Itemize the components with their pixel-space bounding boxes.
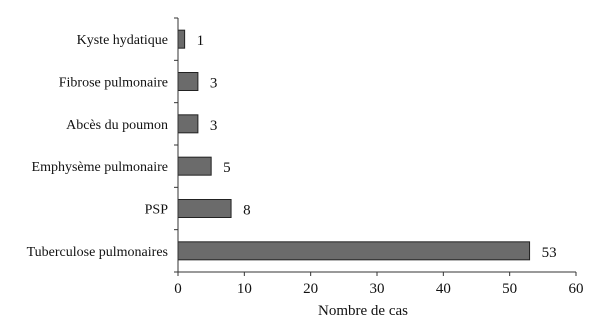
bar-2 — [177, 72, 199, 91]
y-axis-ticks — [174, 17, 178, 273]
data-label: 5 — [223, 160, 231, 176]
data-label: 3 — [210, 118, 218, 134]
value-labels: 1 3 3 5 8 53 — [197, 33, 557, 261]
category-label: PSP — [145, 203, 169, 218]
x-tick-label: 0 — [174, 281, 182, 297]
category-label: Emphysème pulmonaire — [32, 160, 168, 175]
category-label: Fibrose pulmonaire — [59, 76, 168, 91]
x-axis-title: Nombre de cas — [318, 303, 408, 319]
data-label: 1 — [197, 33, 205, 49]
bars-group — [177, 29, 531, 261]
x-tick-label: 30 — [370, 281, 385, 297]
x-tick-label: 10 — [237, 281, 252, 297]
x-tick-label: 20 — [303, 281, 318, 297]
data-label: 8 — [243, 203, 251, 219]
x-axis-ticks: 0 10 20 30 40 50 60 — [174, 272, 584, 297]
bar-5 — [177, 199, 232, 218]
category-label: Kyste hydatique — [77, 33, 168, 48]
x-tick-label: 50 — [502, 281, 517, 297]
category-labels: Kyste hydatique Fibrose pulmonaire Abcès d… — [27, 33, 169, 260]
bar-4 — [177, 156, 212, 176]
category-label: Abcès du poumon — [66, 118, 168, 133]
category-label: Tuberculose pulmonaires — [27, 245, 168, 260]
bar-6 — [177, 241, 531, 261]
bar-3 — [177, 114, 199, 134]
bar-1 — [177, 29, 186, 49]
data-label: 53 — [542, 245, 557, 261]
x-tick-label: 40 — [436, 281, 451, 297]
x-tick-label: 60 — [569, 281, 584, 297]
data-label: 3 — [210, 76, 218, 92]
